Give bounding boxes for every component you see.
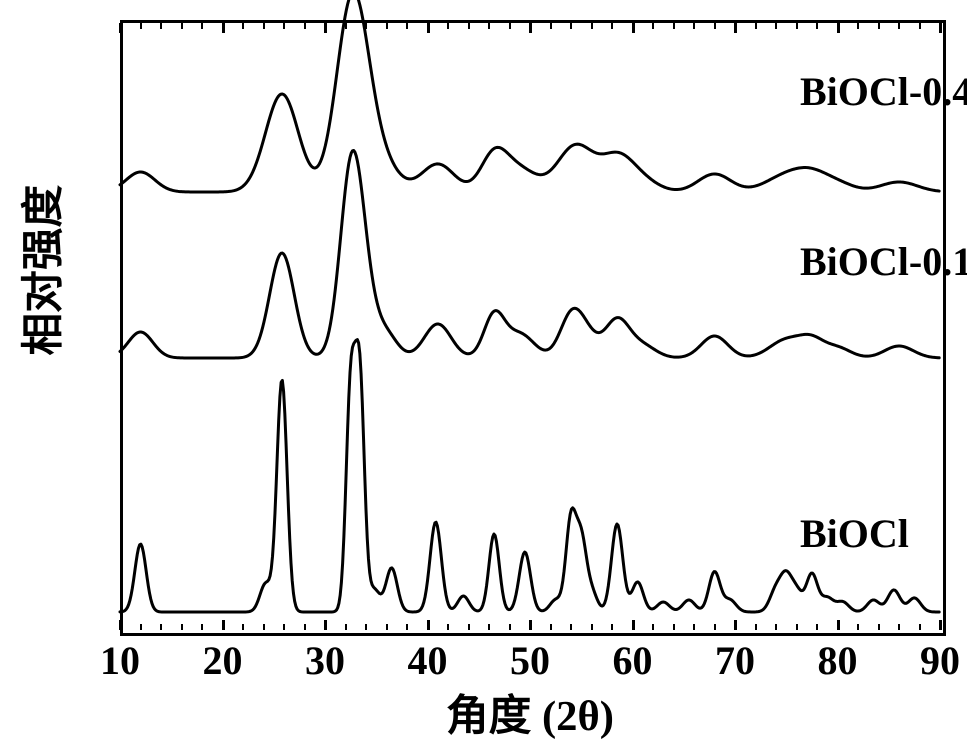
- xrd-trace: [120, 150, 939, 358]
- xrd-trace: [120, 0, 939, 192]
- xrd-trace: [120, 340, 939, 612]
- xrd-traces: [0, 0, 967, 740]
- xrd-chart: 相对强度 角度 (2θ) 102030405060708090 BiOCl-0.…: [0, 0, 967, 740]
